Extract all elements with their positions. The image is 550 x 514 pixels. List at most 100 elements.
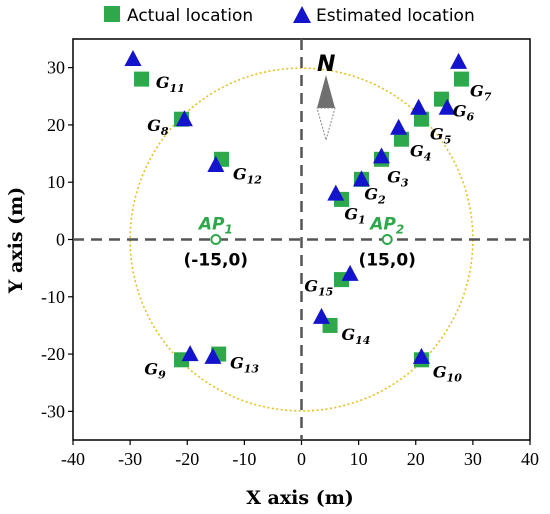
point-label-g3: G3 <box>387 167 409 189</box>
point-label-g6: G6 <box>453 102 475 124</box>
point-label-g4: G4 <box>410 142 431 164</box>
access-point-label: AP2 <box>368 215 404 237</box>
access-point-marker <box>210 234 222 245</box>
y-tick-label: 20 <box>47 115 65 135</box>
estimated-point-g10 <box>412 347 430 364</box>
point-label-g5: G5 <box>430 125 451 147</box>
point-label-sub: 3 <box>401 176 409 189</box>
access-point-marker <box>381 234 393 245</box>
x-tick-label: -20 <box>175 449 199 469</box>
point-label-g8: G8 <box>147 116 169 138</box>
estimated-point-g5 <box>410 98 428 115</box>
point-label-sub: 12 <box>247 174 263 187</box>
point-label-name: G <box>144 359 158 378</box>
y-tick-label: 0 <box>56 230 65 250</box>
north-arrow-head-icon <box>317 75 335 108</box>
point-label-sub: 8 <box>161 125 169 138</box>
x-tick-label: -30 <box>118 449 142 469</box>
point-label-name: G <box>156 73 170 92</box>
point-label-g7: G7 <box>470 82 492 104</box>
estimated-point-g13 <box>204 347 222 364</box>
x-tick-label: 0 <box>297 449 306 469</box>
y-axis-title: Y axis (m) <box>5 187 27 294</box>
point-label-name: G <box>341 325 355 344</box>
point-label-name: G <box>304 276 318 295</box>
point-label-name: G <box>364 185 378 204</box>
point-label-sub: 1 <box>358 214 366 227</box>
point-label-name: G <box>470 82 484 101</box>
point-label-name: G <box>387 167 401 186</box>
point-label-name: G <box>410 142 424 161</box>
estimated-point-g3 <box>372 147 390 164</box>
point-label-g1: G1 <box>344 205 365 227</box>
x-tick-label: 40 <box>521 449 539 469</box>
north-arrow: N <box>316 52 336 142</box>
north-label: N <box>317 52 335 77</box>
actual-point-g7 <box>453 71 469 87</box>
y-tick-label: -10 <box>41 287 65 307</box>
point-label-sub: 7 <box>484 91 492 104</box>
access-points: AP1(-15,0)AP2(15,0) <box>184 215 416 271</box>
estimated-point-g2 <box>352 170 370 187</box>
point-label-g11: G11 <box>156 73 185 95</box>
point-label-g12: G12 <box>233 165 262 187</box>
x-axis-title: X axis (m) <box>246 487 354 509</box>
point-label-name: G <box>430 125 444 144</box>
estimated-point-g15 <box>341 264 359 281</box>
point-label-name: G <box>230 354 244 373</box>
point-label-sub: 10 <box>447 371 463 384</box>
access-point-label-name: AP <box>197 215 225 235</box>
access-point-coordinate: (-15,0) <box>184 251 249 271</box>
point-label-sub: 14 <box>355 334 370 347</box>
estimated-point-g11 <box>124 50 142 67</box>
estimated-location-series <box>124 50 468 364</box>
point-label-g14: G14 <box>341 325 370 347</box>
x-tick-label: 20 <box>407 449 425 469</box>
access-point-coordinate: (15,0) <box>358 251 415 271</box>
point-label-sub: 15 <box>318 285 333 298</box>
y-tick-label: -20 <box>41 344 65 364</box>
access-point-label-sub: 2 <box>396 223 404 237</box>
point-label-sub: 9 <box>158 368 166 381</box>
actual-point-g5 <box>413 111 429 127</box>
estimated-point-g12 <box>207 156 225 173</box>
point-label-name: G <box>233 165 247 184</box>
y-tick-label: 30 <box>47 58 65 78</box>
y-tick-label: 10 <box>47 172 65 192</box>
legend-estimated-label: Estimated location <box>316 6 475 26</box>
actual-point-g11 <box>134 71 150 87</box>
estimated-point-g8 <box>175 110 193 127</box>
estimated-point-g14 <box>312 307 330 324</box>
access-point-label-name: AP <box>368 215 396 235</box>
point-label-g13: G13 <box>230 354 259 376</box>
estimated-point-g4 <box>390 118 408 135</box>
point-label-g2: G2 <box>364 185 386 207</box>
estimated-point-g1 <box>327 184 345 201</box>
estimated-point-g6 <box>438 98 456 115</box>
point-label-sub: 2 <box>377 194 386 207</box>
point-label-g9: G9 <box>144 359 166 381</box>
estimated-point-g9 <box>181 345 199 362</box>
estimated-point-g7 <box>450 52 468 69</box>
y-tick-label: -30 <box>41 401 65 421</box>
x-tick-label: -40 <box>61 449 85 469</box>
point-label-name: G <box>147 116 161 135</box>
point-label-sub: 5 <box>444 134 452 147</box>
access-point-label-sub: 1 <box>224 223 232 237</box>
point-label-name: G <box>344 205 358 224</box>
x-tick-label: 30 <box>464 449 482 469</box>
point-label-sub: 13 <box>244 363 260 376</box>
point-label-sub: 4 <box>424 151 432 164</box>
axis-ticks: -40 -30 -20 -10 0 10 20 30 40 -30 -20 -10 0 10 20 30 <box>41 58 539 469</box>
actual-point-g4 <box>393 131 409 147</box>
north-arrow-tail-icon <box>316 107 336 142</box>
x-tick-label: -10 <box>232 449 256 469</box>
point-label-name: G <box>433 362 447 381</box>
point-label-g15: G15 <box>304 276 333 298</box>
point-label-sub: 6 <box>467 111 475 124</box>
x-tick-label: 10 <box>350 449 368 469</box>
access-point-label: AP1 <box>197 215 233 237</box>
legend: Actual location Estimated location <box>104 6 475 26</box>
legend-estimated-marker <box>293 6 311 23</box>
